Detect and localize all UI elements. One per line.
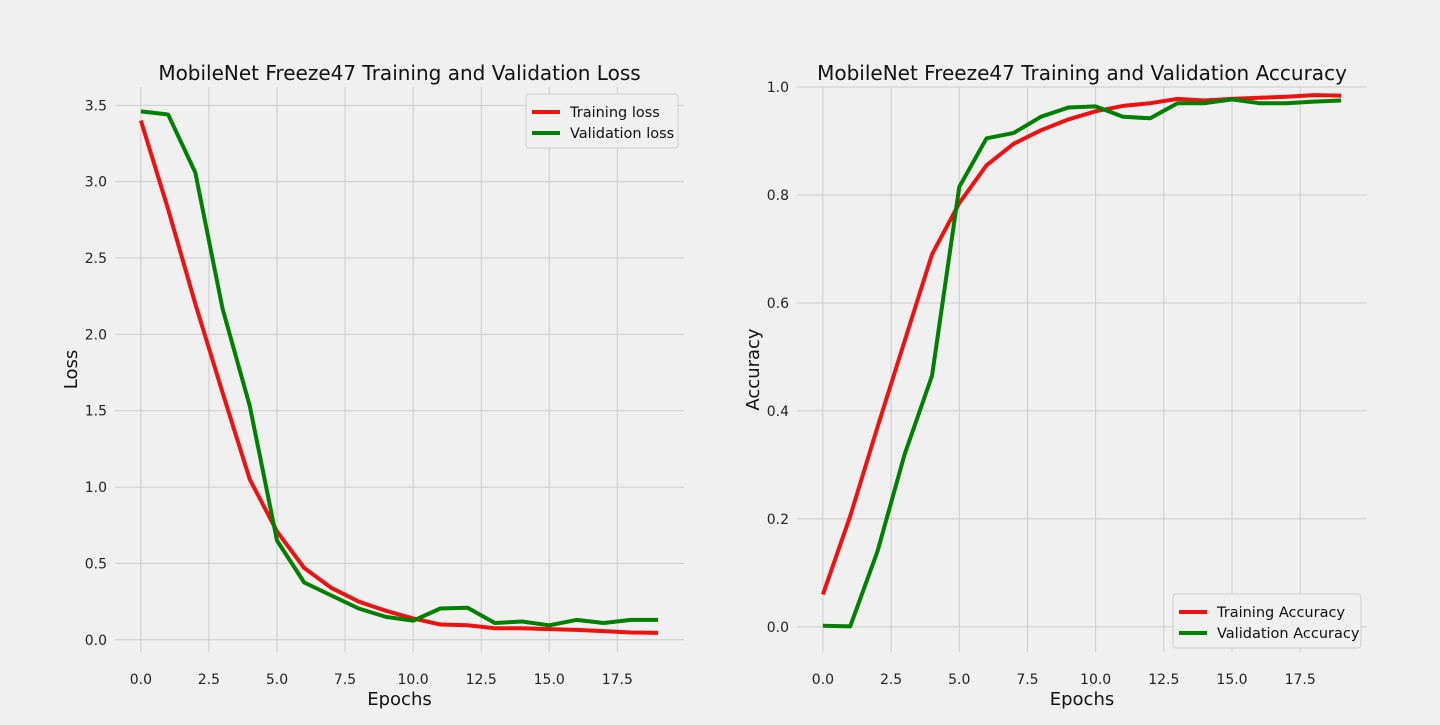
y-tick-label: 1.0 xyxy=(85,480,107,496)
x-tick-label: 2.5 xyxy=(198,672,220,688)
y-axis-label: Accuracy xyxy=(743,328,764,411)
x-tick-label: 7.5 xyxy=(334,672,356,688)
x-tick-label: 10.0 xyxy=(398,672,429,688)
y-tick-label: 2.5 xyxy=(85,251,107,267)
x-tick-label: 15.0 xyxy=(534,672,565,688)
chart-panel-2: 0.0 0.2 0.4 0.6 0.8 1.0 0.0 2.5 5.0 7.5 10.0 12.5 15… xyxy=(743,61,1367,710)
x-tick-label: 10.0 xyxy=(1080,672,1111,688)
legend-box xyxy=(525,93,679,149)
x-tick-label: 0.0 xyxy=(812,672,834,688)
x-axis-label: Epochs xyxy=(367,689,432,710)
x-tick-label: 7.5 xyxy=(1016,672,1038,688)
y-tick-label: 1.5 xyxy=(85,404,107,420)
x-tick-label: 2.5 xyxy=(880,672,902,688)
x-tick-label: 17.5 xyxy=(602,672,633,688)
y-tick-label: 3.5 xyxy=(85,98,107,114)
y-tick-label: 0.6 xyxy=(767,296,789,312)
chart-title: MobileNet Freeze47 Training and Validati… xyxy=(158,61,640,85)
x-tick-label: 12.5 xyxy=(466,672,497,688)
y-tick-label: 0.0 xyxy=(85,633,107,649)
legend-box xyxy=(1172,593,1362,649)
legend-label: Training loss xyxy=(569,105,660,121)
series-line-validation-loss xyxy=(140,109,659,628)
y-axis-label: Loss xyxy=(61,350,82,389)
chart-panel-1: 0.0 0.5 1.0 1.5 2.0 2.5 3.0 3.5 0.0 2.5 5.0 7.5 10.0… xyxy=(61,61,684,710)
y-tick-label: 2.0 xyxy=(85,327,107,343)
legend: Training Accuracy Validation Accuracy xyxy=(1172,593,1362,649)
x-tick-label: 12.5 xyxy=(1148,672,1179,688)
x-tick-label: 17.5 xyxy=(1285,672,1316,688)
legend-label: Training Accuracy xyxy=(1216,605,1345,621)
y-tick-label: 0.2 xyxy=(767,512,789,528)
legend-label: Validation loss xyxy=(570,126,674,142)
x-axis-label: Epochs xyxy=(1050,689,1115,710)
y-tick-label: 0.0 xyxy=(767,620,789,636)
y-tick-label: 0.5 xyxy=(85,556,107,572)
x-tick-label: 5.0 xyxy=(266,672,288,688)
series-line-validation-accuracy xyxy=(822,97,1342,629)
legend-label: Validation Accuracy xyxy=(1217,626,1360,642)
chart-title: MobileNet Freeze47 Training and Validati… xyxy=(817,61,1347,85)
y-tick-label: 3.0 xyxy=(85,175,107,191)
x-tick-label: 5.0 xyxy=(948,672,970,688)
x-tick-label: 15.0 xyxy=(1216,672,1247,688)
series-line-training-accuracy xyxy=(821,93,1342,596)
y-tick-label: 0.8 xyxy=(767,188,789,204)
y-tick-label: 0.4 xyxy=(767,404,789,420)
series-line-training-loss xyxy=(138,120,659,635)
y-tick-label: 1.0 xyxy=(767,80,789,96)
x-tick-label: 0.0 xyxy=(130,672,152,688)
legend: Training loss Validation loss xyxy=(525,93,679,149)
